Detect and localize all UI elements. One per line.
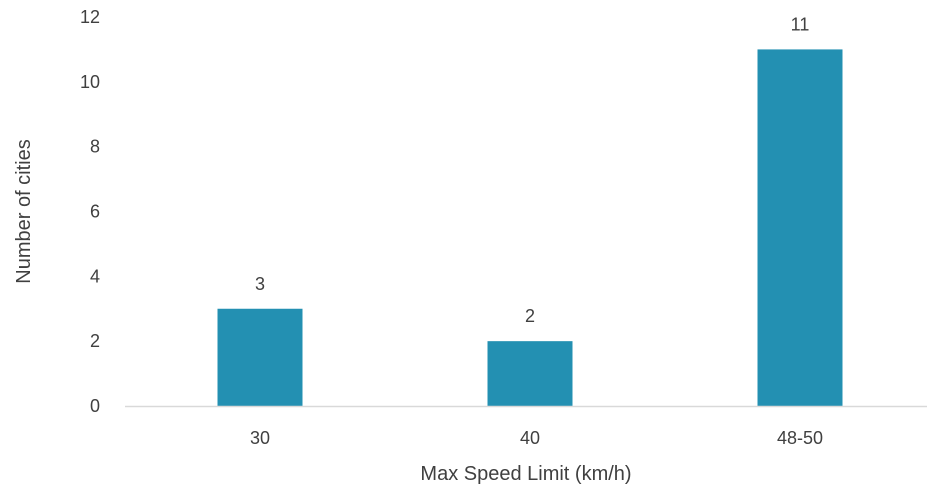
y-tick-label: 4 — [90, 266, 100, 286]
x-tick-label: 48-50 — [777, 428, 823, 448]
y-tick-label: 6 — [90, 202, 100, 222]
y-tick-label: 2 — [90, 331, 100, 351]
data-label: 3 — [255, 274, 265, 294]
y-tick-label: 0 — [90, 396, 100, 416]
bar — [487, 341, 573, 406]
bar — [757, 49, 843, 407]
x-axis-title: Max Speed Limit (km/h) — [420, 463, 631, 485]
data-label: 11 — [791, 14, 810, 34]
y-axis-ticks: 0 2 4 6 8 10 12 — [80, 7, 100, 416]
bar — [217, 308, 303, 406]
y-axis-title: Number of cities — [13, 139, 35, 284]
data-labels: 3 2 11 — [255, 14, 809, 326]
data-label: 2 — [525, 306, 535, 326]
x-axis-ticks: 30 40 48-50 — [250, 428, 823, 448]
x-tick-label: 30 — [250, 428, 270, 448]
x-tick-label: 40 — [520, 428, 540, 448]
y-tick-label: 8 — [90, 137, 100, 157]
y-tick-label: 10 — [80, 72, 100, 92]
bars — [217, 49, 843, 407]
y-tick-label: 12 — [80, 7, 100, 27]
